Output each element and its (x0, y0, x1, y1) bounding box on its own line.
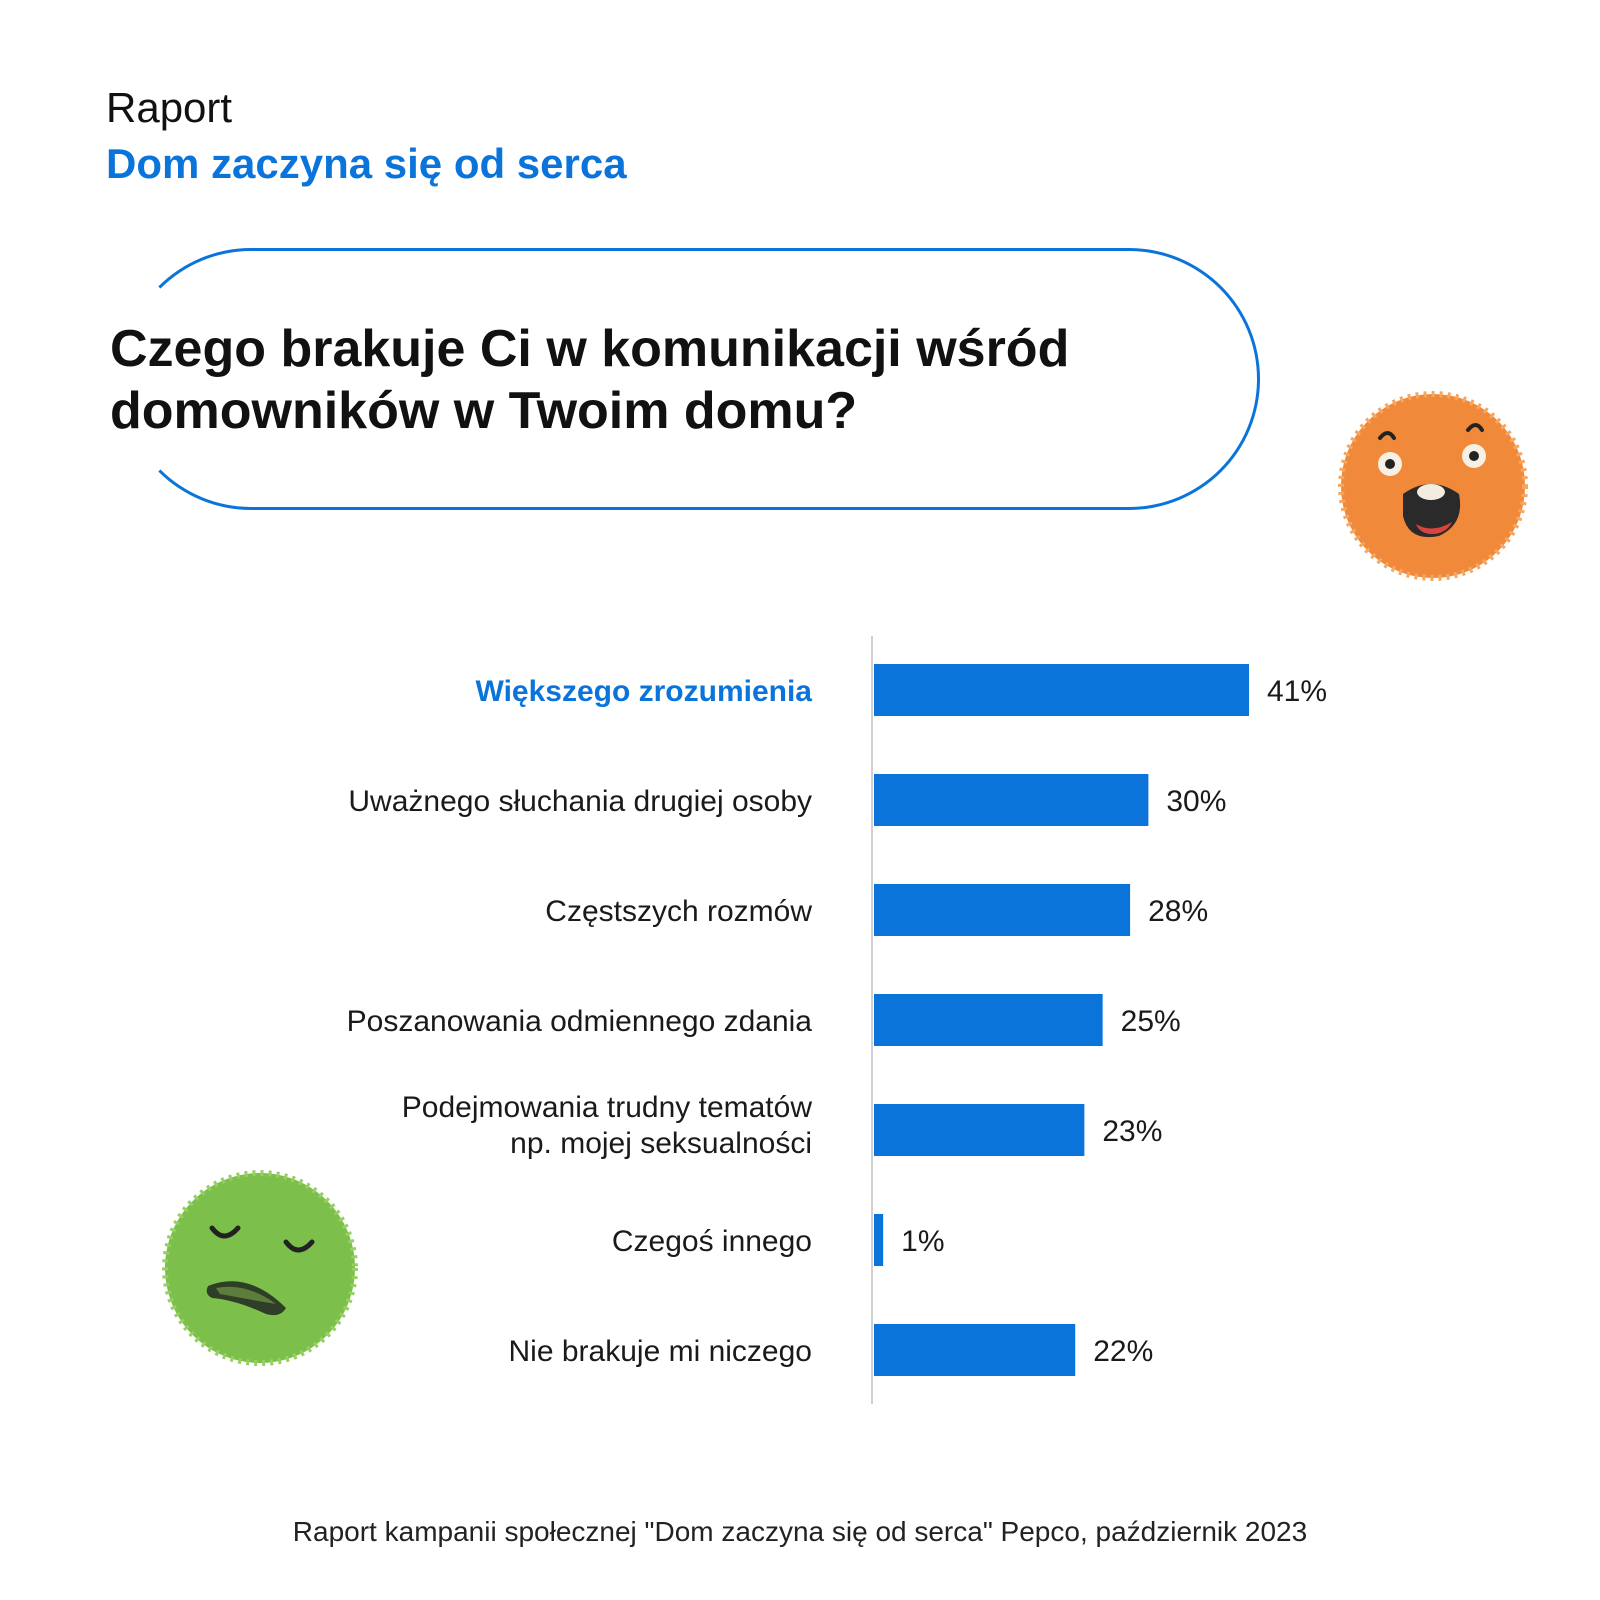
category-label: Większego zrozumienia (476, 675, 813, 708)
bar (874, 664, 1249, 716)
category-label: Podejmowania trudny tematów (402, 1091, 813, 1124)
data-label: 1% (901, 1225, 944, 1258)
category-label: Częstszych rozmów (545, 895, 812, 928)
category-label: Nie brakuje mi niczego (509, 1335, 812, 1368)
bar (874, 1214, 884, 1266)
data-label: 41% (1267, 675, 1327, 708)
data-label: 23% (1102, 1115, 1162, 1148)
question-bubble (120, 248, 1260, 510)
category-label: Uważnego słuchania drugiej osoby (348, 785, 812, 818)
source-footnote: Raport kampanii społecznej "Dom zaczyna … (292, 1516, 1308, 1547)
category-label: Czegoś innego (612, 1225, 812, 1258)
data-label: 30% (1166, 785, 1226, 818)
category-label: np. mojej seksualności (510, 1127, 812, 1160)
data-label: 28% (1148, 895, 1208, 928)
data-label: 25% (1121, 1005, 1181, 1038)
green-sad-face-icon (162, 1170, 358, 1366)
report-title: Dom zaczyna się od serca (106, 140, 627, 187)
question-title: Czego brakuje Ci w komunikacji wśród dom… (110, 320, 1070, 440)
data-label: 22% (1093, 1335, 1153, 1368)
bar (874, 1104, 1085, 1156)
bar (874, 774, 1149, 826)
report-label: Raport (106, 84, 233, 131)
bar (874, 994, 1103, 1046)
bar (874, 884, 1131, 936)
bar (874, 1324, 1076, 1376)
orange-surprised-face-icon (1338, 391, 1528, 581)
category-label: Poszanowania odmiennego zdania (347, 1005, 813, 1038)
